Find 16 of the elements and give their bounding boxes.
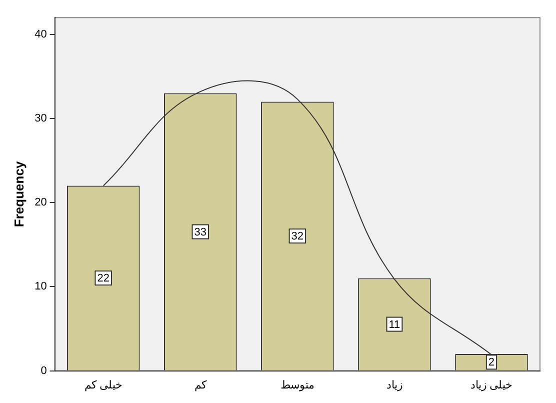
data-label: 2 xyxy=(488,356,495,369)
y-tick-label: 10 xyxy=(34,280,47,293)
data-label: 11 xyxy=(388,318,400,331)
x-tick-label: خیلی کم xyxy=(84,379,122,392)
y-tick-label: 0 xyxy=(40,364,47,377)
data-label: 22 xyxy=(97,272,110,285)
y-tick-label: 40 xyxy=(34,28,47,40)
x-tick-label: متوسط xyxy=(280,379,314,392)
y-tick-label: 30 xyxy=(34,112,47,125)
data-label: 33 xyxy=(194,226,207,238)
x-tick-label: خیلی زیاد xyxy=(470,379,513,392)
y-tick-label: 20 xyxy=(34,196,47,209)
x-tick-label: زیاد xyxy=(386,379,402,392)
data-label: 32 xyxy=(291,230,304,243)
x-tick-label: کم xyxy=(194,379,208,392)
y-axis-title: Frequency xyxy=(11,160,26,228)
